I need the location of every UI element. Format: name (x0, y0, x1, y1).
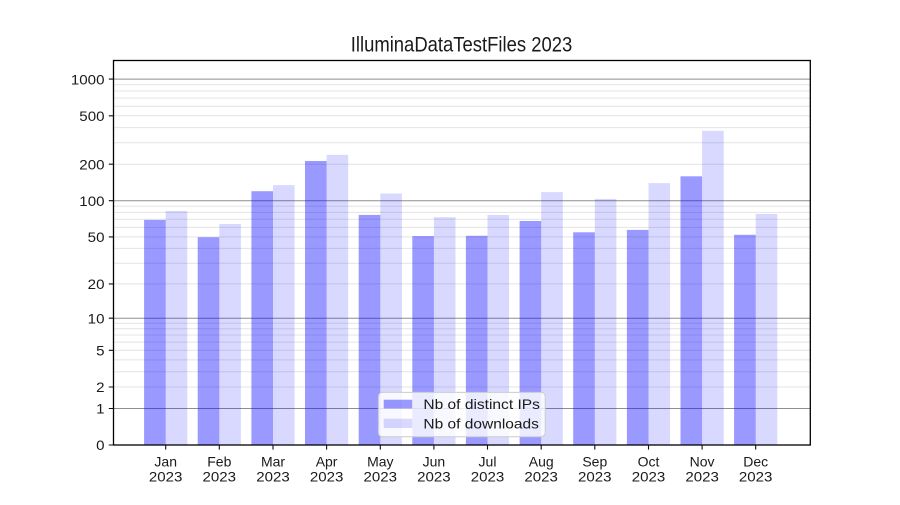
svg-text:Nov: Nov (690, 453, 715, 469)
svg-text:Aug: Aug (529, 453, 554, 469)
svg-text:2: 2 (96, 379, 105, 395)
svg-text:Feb: Feb (207, 453, 231, 469)
svg-text:2023: 2023 (417, 469, 451, 485)
svg-text:2023: 2023 (149, 469, 183, 485)
svg-text:Mar: Mar (261, 453, 285, 469)
svg-text:2023: 2023 (578, 469, 612, 485)
svg-text:1: 1 (96, 401, 105, 417)
svg-text:IlluminaDataTestFiles 2023: IlluminaDataTestFiles 2023 (351, 34, 573, 57)
svg-text:2023: 2023 (256, 469, 290, 485)
svg-text:20: 20 (88, 276, 105, 292)
svg-text:1000: 1000 (71, 71, 105, 87)
svg-text:500: 500 (79, 108, 104, 124)
svg-text:Nb of distinct IPs: Nb of distinct IPs (423, 396, 540, 412)
svg-text:Sep: Sep (582, 453, 607, 469)
svg-text:0: 0 (96, 437, 105, 453)
svg-text:2023: 2023 (739, 469, 773, 485)
svg-text:100: 100 (79, 193, 104, 209)
svg-text:2023: 2023 (685, 469, 719, 485)
svg-text:2023: 2023 (632, 469, 666, 485)
svg-text:Jan: Jan (154, 453, 177, 469)
svg-text:Oct: Oct (638, 453, 660, 469)
svg-text:50: 50 (88, 229, 105, 245)
svg-text:5: 5 (96, 343, 105, 359)
svg-text:2023: 2023 (471, 469, 505, 485)
svg-text:10: 10 (88, 310, 105, 326)
svg-text:Nb of downloads: Nb of downloads (423, 415, 538, 431)
svg-text:2023: 2023 (203, 469, 237, 485)
svg-text:Dec: Dec (743, 453, 768, 469)
svg-text:2023: 2023 (524, 469, 558, 485)
svg-text:2023: 2023 (310, 469, 344, 485)
svg-text:2023: 2023 (364, 469, 398, 485)
svg-text:200: 200 (79, 156, 104, 172)
svg-text:May: May (367, 453, 393, 469)
svg-text:Apr: Apr (316, 453, 338, 469)
svg-text:Jul: Jul (479, 453, 497, 469)
svg-text:Jun: Jun (423, 453, 446, 469)
